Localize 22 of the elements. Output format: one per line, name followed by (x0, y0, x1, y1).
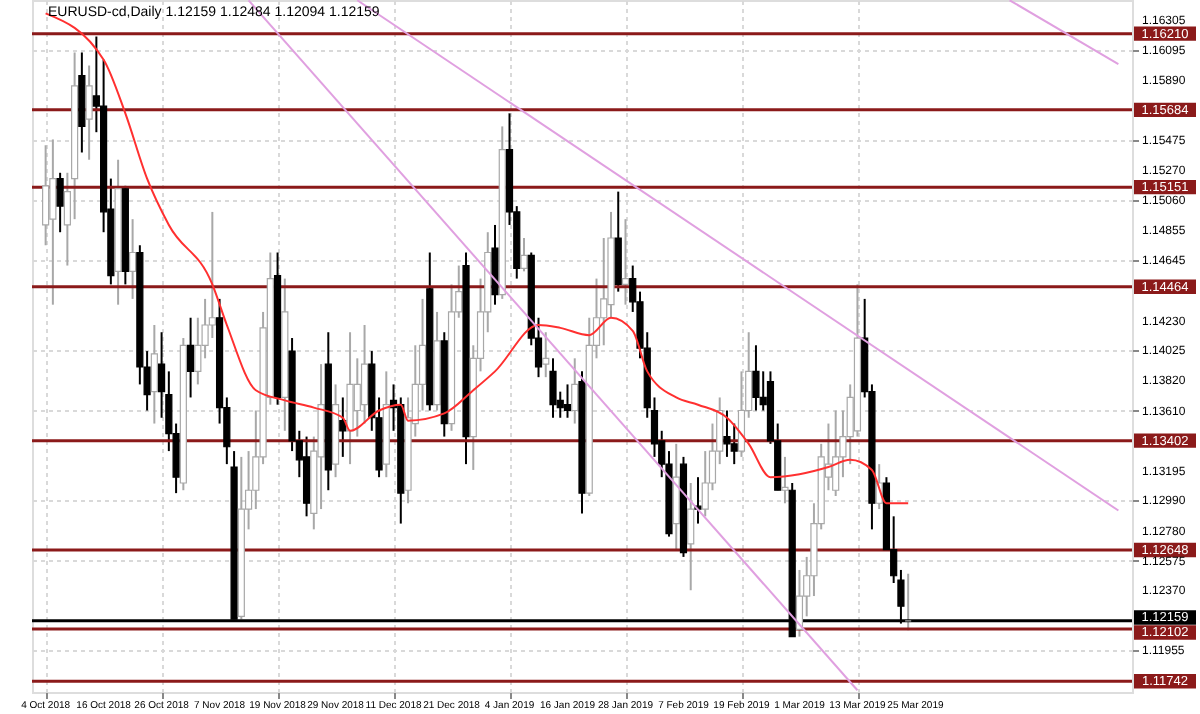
candlestick (549, 357, 557, 419)
candlestick (186, 316, 195, 399)
candlestick (672, 442, 680, 551)
candlestick (781, 455, 789, 505)
candlestick (56, 171, 64, 234)
candlestick (571, 357, 579, 425)
candlestick (49, 138, 57, 306)
candlestick (520, 237, 528, 273)
candlestick (687, 481, 695, 592)
candlestick (621, 218, 630, 306)
candlestick (346, 331, 354, 466)
candlestick (150, 323, 158, 425)
candlestick (563, 383, 572, 419)
candlestick (491, 223, 499, 306)
candlestick (302, 435, 311, 518)
candlestick (614, 190, 622, 293)
candlestick (752, 344, 760, 412)
candlestick (832, 409, 840, 498)
candlestick (542, 331, 550, 379)
candlestick (129, 218, 137, 300)
candlestick (723, 409, 731, 458)
candlestick (85, 64, 93, 161)
